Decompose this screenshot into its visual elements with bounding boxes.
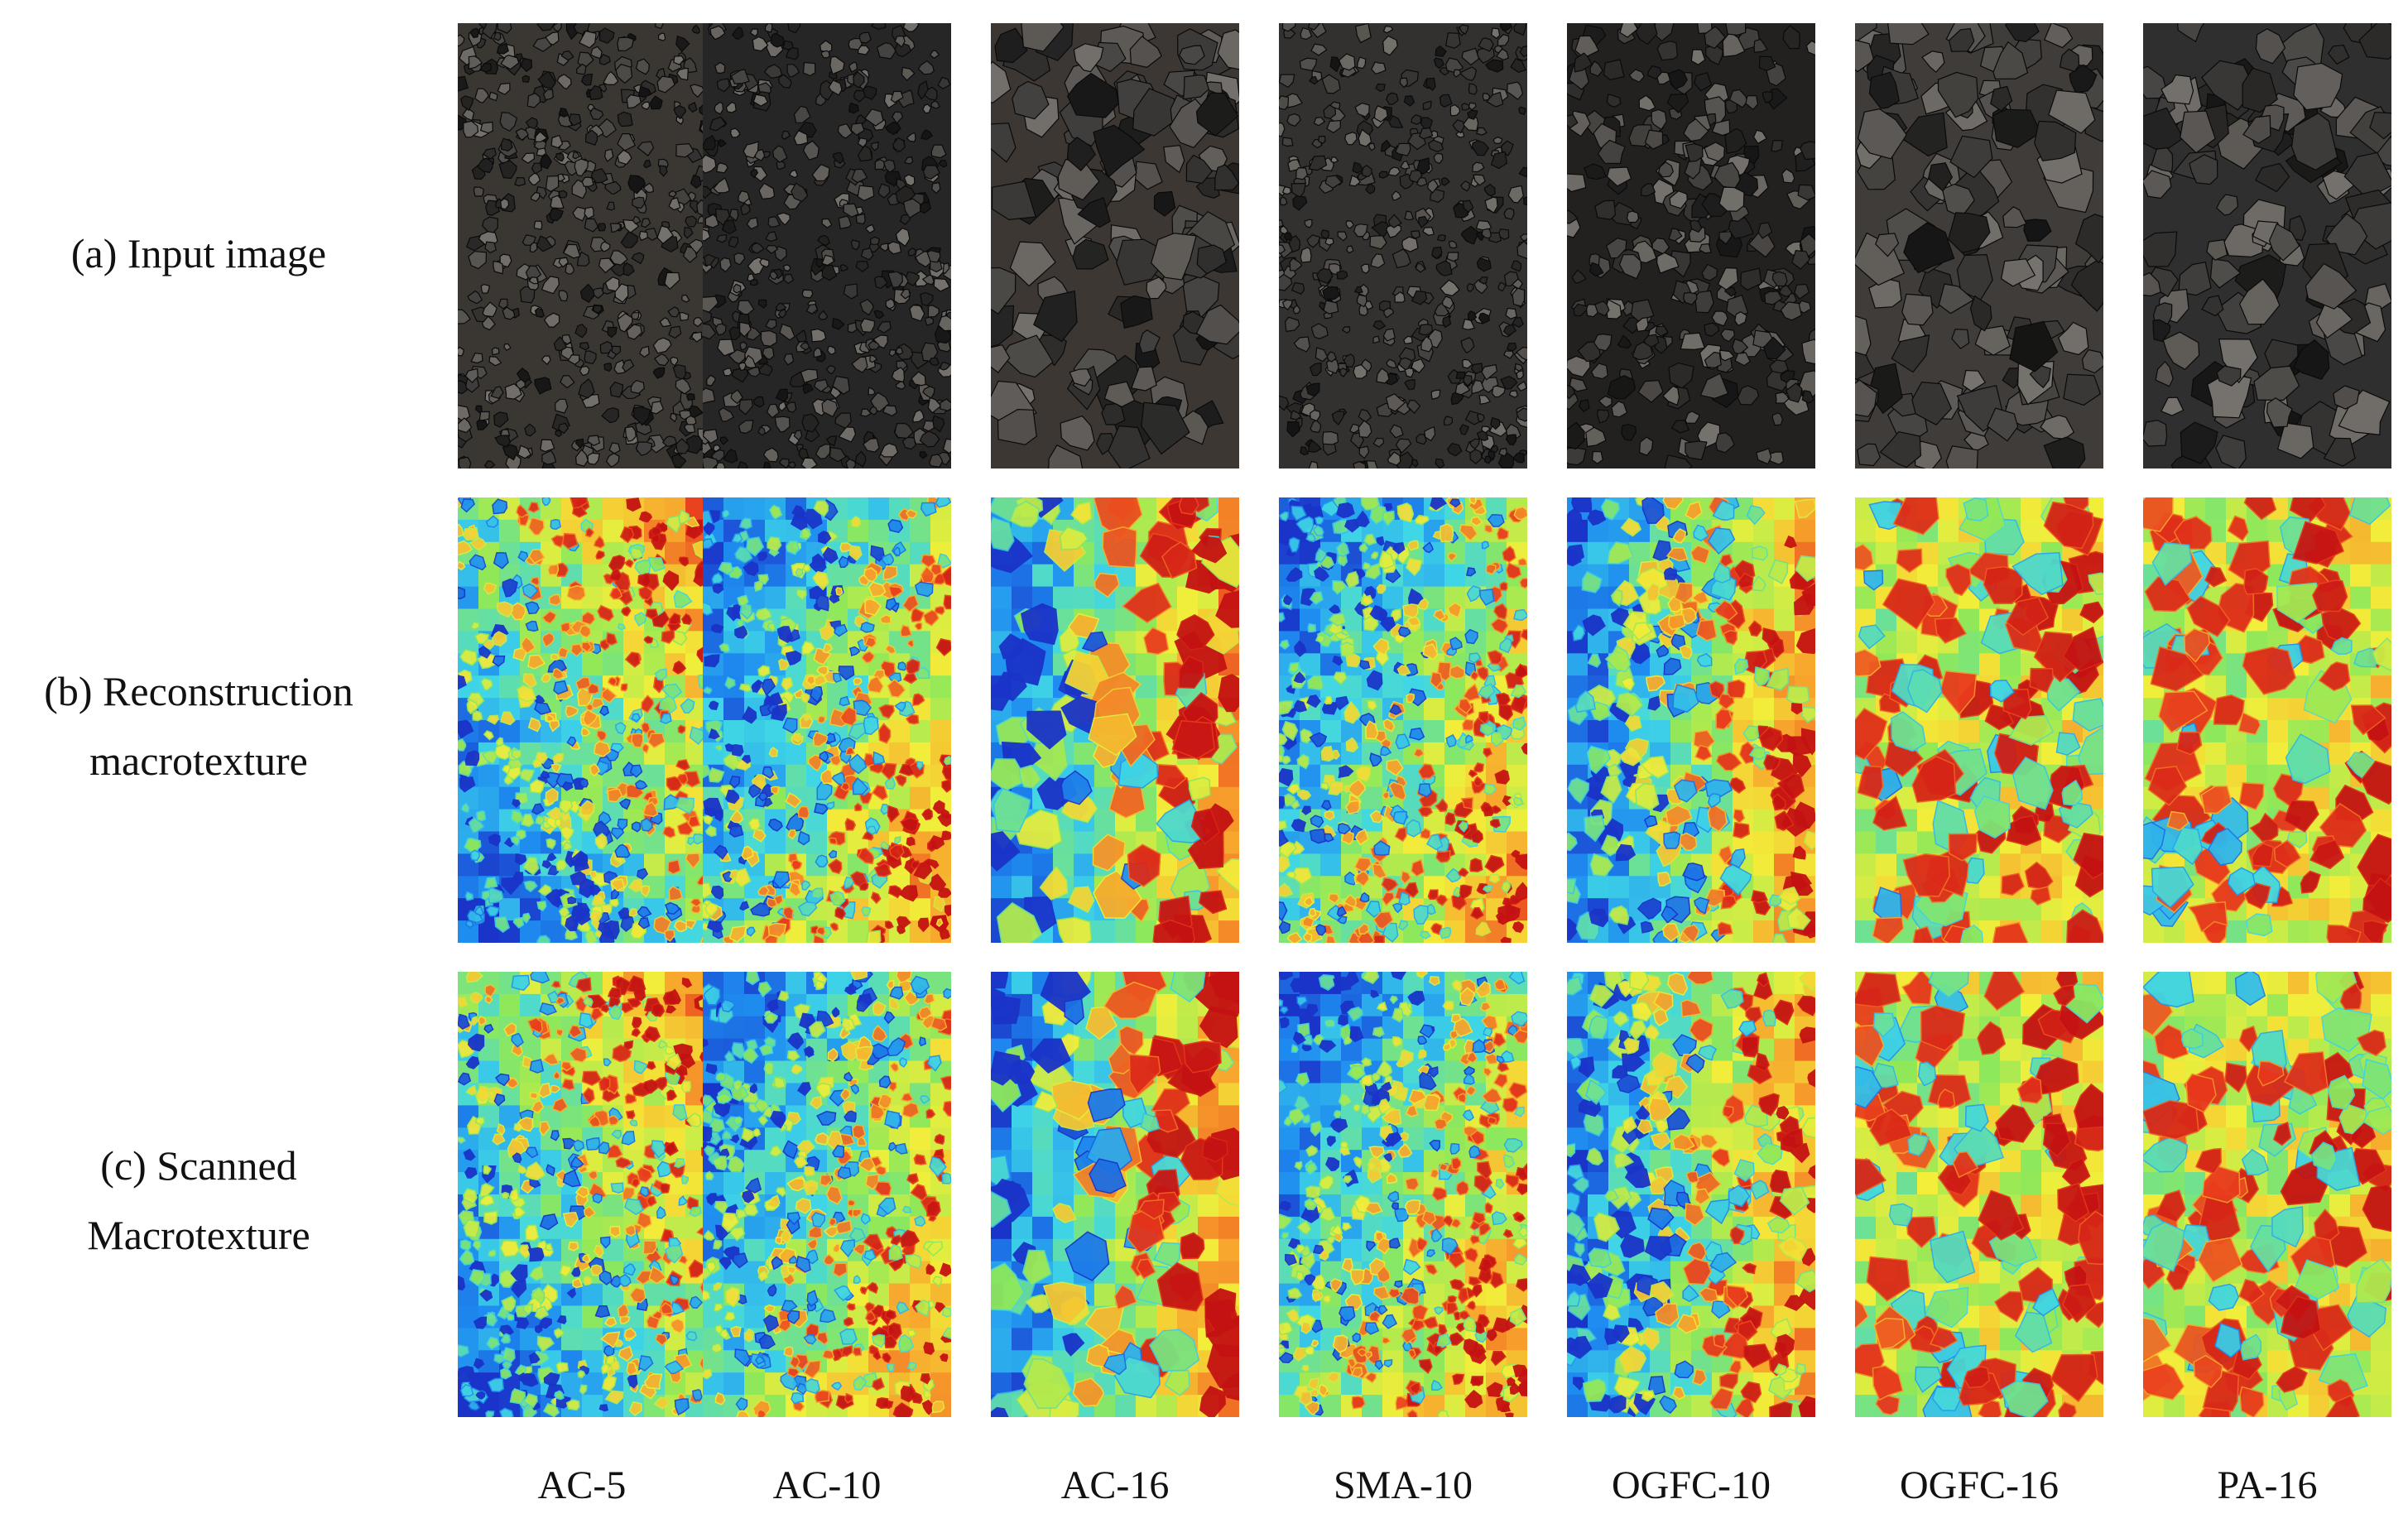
scanned-tile-ac-10	[703, 972, 951, 1417]
scanned-tile-ac-5	[458, 972, 706, 1417]
input-image	[703, 23, 951, 468]
reconstruction-image	[1567, 497, 1815, 943]
input-image	[458, 23, 706, 468]
reconstruction-tile-ogfc-16	[1855, 497, 2103, 943]
scanned-tile-sma-10	[1279, 972, 1527, 1417]
column-label-ac-16: AC-16	[1060, 1463, 1170, 1507]
reconstruction-tile-ac-16	[991, 497, 1239, 943]
reconstruction-image	[2143, 497, 2391, 943]
row-label-reconstruction: (b) Reconstruction macrotexture	[44, 668, 353, 784]
reconstruction-tile-ac-5	[458, 497, 706, 943]
input-tile-ogfc-10	[1567, 23, 1815, 468]
reconstruction-image	[703, 497, 951, 943]
column-label-pa-16: PA-16	[2217, 1463, 2318, 1507]
input-image	[1567, 23, 1815, 468]
reconstruction-image	[991, 497, 1239, 943]
input-tile-sma-10	[1279, 23, 1527, 468]
input-image	[1279, 23, 1527, 468]
input-tile-ogfc-16	[1855, 23, 2103, 468]
column-label-ogfc-10: OGFC-10	[1611, 1463, 1771, 1507]
input-tile-ac-5	[458, 23, 706, 468]
input-tile-ac-16	[991, 23, 1239, 468]
column-label-ac-10: AC-10	[772, 1463, 882, 1507]
reconstruction-image	[1279, 497, 1527, 943]
scanned-tile-ac-16	[991, 972, 1239, 1417]
row-label-input: (a) Input image	[70, 230, 327, 276]
row-label-scanned: (c) Scanned Macrotexture	[87, 1142, 310, 1258]
scanned-tile-ogfc-10	[1567, 972, 1815, 1417]
scanned-image	[703, 972, 951, 1417]
scanned-image	[1855, 972, 2103, 1417]
input-image	[2143, 23, 2391, 468]
scanned-image	[458, 972, 706, 1417]
column-label-ogfc-16: OGFC-16	[1899, 1463, 2060, 1507]
column-label-sma-10: SMA-10	[1333, 1463, 1473, 1507]
column-label-ac-5: AC-5	[537, 1463, 627, 1507]
reconstruction-tile-pa-16	[2143, 497, 2391, 943]
scanned-tile-ogfc-16	[1855, 972, 2103, 1417]
reconstruction-image	[1855, 497, 2103, 943]
reconstruction-image	[458, 497, 706, 943]
input-image	[1855, 23, 2103, 468]
reconstruction-tile-ogfc-10	[1567, 497, 1815, 943]
reconstruction-tile-ac-10	[703, 497, 951, 943]
scanned-image	[1279, 972, 1527, 1417]
scanned-image	[2143, 972, 2391, 1417]
input-image	[991, 23, 1239, 468]
scanned-image	[991, 972, 1239, 1417]
input-tile-ac-10	[703, 23, 951, 468]
input-tile-pa-16	[2143, 23, 2391, 468]
scanned-tile-pa-16	[2143, 972, 2391, 1417]
reconstruction-tile-sma-10	[1279, 497, 1527, 943]
scanned-image	[1567, 972, 1815, 1417]
